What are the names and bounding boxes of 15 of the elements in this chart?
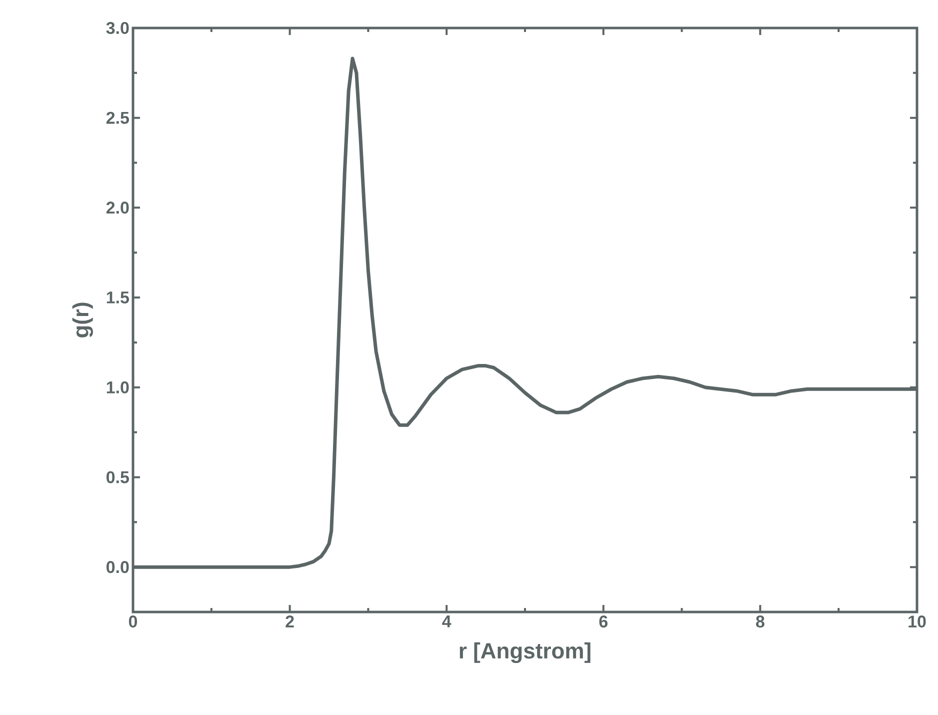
- x-axis-title: r [Angstrom]: [460, 642, 590, 664]
- x-tick-label: 6: [599, 616, 608, 628]
- y-tick-label: 0.0: [106, 561, 129, 574]
- x-tick-label: 4: [442, 616, 452, 628]
- y-tick-label: 0.5: [106, 471, 130, 484]
- y-tick-label: 1.5: [106, 292, 130, 304]
- y-tick-label: 3.0: [106, 22, 129, 34]
- x-tick-label: 10: [908, 616, 926, 628]
- y-tick-label: 2.5: [106, 112, 130, 124]
- y-axis-title: g(r): [72, 302, 93, 338]
- x-tick-label: 0: [128, 616, 138, 628]
- y-tick-label: 2.0: [106, 202, 129, 214]
- x-tick-label: 2: [286, 616, 294, 628]
- x-tick-label: 8: [756, 616, 764, 628]
- y-tick-label: 1.0: [106, 381, 129, 394]
